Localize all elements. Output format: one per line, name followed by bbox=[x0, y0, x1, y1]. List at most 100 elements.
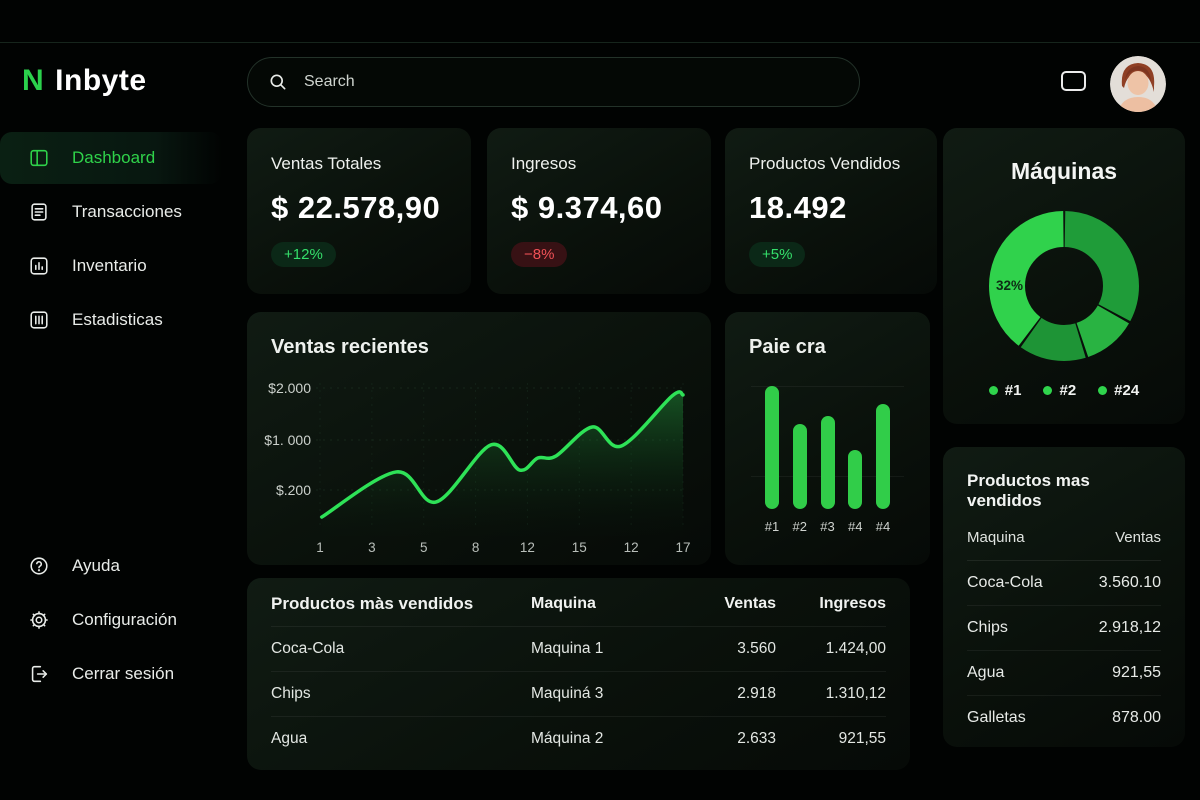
inventory-icon bbox=[30, 257, 48, 275]
table-cell: 921,55 bbox=[838, 730, 886, 747]
sidebar-item-dashboard[interactable]: Dashboard bbox=[0, 132, 222, 184]
app-logo: N Inbyte bbox=[22, 64, 147, 98]
legend-label: #2 bbox=[1059, 382, 1077, 399]
sidebar-item-label: Configuración bbox=[72, 610, 177, 629]
sales-table-card: Productos màs vendidos Maquina Ventas Ingre… bbox=[247, 578, 910, 770]
sidebar-item-cerrar-sesion[interactable]: Cerrar sesión bbox=[0, 648, 222, 700]
kpi-title: Productos Vendidos bbox=[749, 154, 901, 173]
legend-item: #24 bbox=[1098, 382, 1139, 399]
search-bar[interactable] bbox=[247, 57, 860, 107]
legend-dot-icon bbox=[1043, 386, 1053, 395]
y-tick-label: $.200 bbox=[276, 482, 311, 498]
table-row: Agua Máquina 2 2.633 921,55 bbox=[271, 716, 886, 761]
panel-row: Coca-Cola 3.560.10 bbox=[967, 561, 1161, 606]
sidebar-footer-nav: Ayuda Configuración Cerrar sesión bbox=[0, 540, 230, 700]
transactions-icon bbox=[31, 203, 47, 221]
bar-label: #3 bbox=[820, 519, 835, 534]
bar bbox=[765, 386, 779, 509]
y-tick-label: $1. 000 bbox=[264, 432, 311, 448]
table-cell: 2.918 bbox=[737, 685, 776, 702]
sidebar-nav: Dashboard Transacciones Inventario Estad… bbox=[0, 132, 230, 346]
search-icon bbox=[270, 74, 286, 90]
sidebar-item-label: Ayuda bbox=[72, 556, 120, 575]
kpi-delta-badge: +12% bbox=[271, 242, 336, 267]
table-cell: Maquiná 3 bbox=[531, 685, 604, 702]
product-name: Coca-Cola bbox=[967, 574, 1043, 591]
avatar-illustration bbox=[1110, 56, 1166, 112]
legend-item: #2 bbox=[1043, 382, 1076, 399]
logo-mark: N bbox=[22, 64, 45, 97]
x-tick-label: 8 bbox=[472, 540, 480, 555]
table-header-cell: Maquina bbox=[531, 595, 596, 612]
kpi-delta-badge: +5% bbox=[749, 242, 806, 267]
window-restore-icon[interactable] bbox=[1061, 71, 1086, 91]
table-header-cell: Productos màs vendidos bbox=[271, 594, 474, 613]
line-series bbox=[320, 390, 685, 519]
line-chart-title: Ventas recientes bbox=[271, 336, 429, 358]
legend-item: #1 bbox=[988, 382, 1022, 399]
bar-column: #2 bbox=[789, 386, 811, 534]
x-tick-label: 12 bbox=[624, 540, 639, 555]
product-sales: 921,55 bbox=[1112, 664, 1161, 681]
bar-column: #4 bbox=[872, 386, 894, 534]
search-input[interactable] bbox=[302, 72, 839, 92]
sidebar-item-estadisticas[interactable]: Estadisticas bbox=[0, 294, 222, 346]
sidebar-item-transacciones[interactable]: Transacciones bbox=[0, 186, 222, 238]
bar-chart-title: Paie cra bbox=[749, 336, 826, 358]
legend-dot-icon bbox=[988, 386, 998, 395]
x-tick-label: 12 bbox=[520, 540, 535, 555]
table-row: Coca-Cola Maquina 1 3.560 1.424,00 bbox=[271, 626, 886, 671]
bar bbox=[848, 449, 863, 509]
bar-column: #4 bbox=[844, 386, 866, 534]
bar-label: #4 bbox=[848, 519, 863, 534]
header-divider bbox=[0, 42, 1200, 43]
panel-row: Chips 2.918,12 bbox=[967, 606, 1161, 651]
kpi-value: 18.492 bbox=[749, 190, 847, 225]
x-tick-label: 1 bbox=[316, 540, 324, 555]
panel-column-headers: Maquina Ventas bbox=[967, 529, 1161, 561]
bar-column: #1 bbox=[761, 386, 783, 534]
kpi-card-ingresos: Ingresos $ 9.374,60 −8% bbox=[487, 128, 711, 294]
sidebar-item-ayuda[interactable]: Ayuda bbox=[0, 540, 222, 592]
table-header-cell: Ventas bbox=[724, 595, 776, 612]
bar-chart: #1 #2 #3 #4 #4 bbox=[761, 386, 894, 534]
product-name: Agua bbox=[967, 664, 1005, 681]
sidebar-item-inventario[interactable]: Inventario bbox=[0, 240, 222, 292]
logout-icon bbox=[31, 665, 48, 683]
legend-label: #1 bbox=[1004, 382, 1022, 399]
line-chart: $2.000 $1. 000 $.200 1 3 5 8 12 15 12 17 bbox=[264, 378, 691, 555]
sidebar-item-label: Inventario bbox=[72, 256, 147, 275]
table-cell: Maquina 1 bbox=[531, 640, 604, 657]
settings-icon bbox=[30, 611, 48, 629]
sidebar-item-label: Transacciones bbox=[72, 202, 182, 221]
panel-col-ventas: Ventas bbox=[1115, 529, 1161, 546]
table-cell: Coca-Cola bbox=[271, 640, 345, 657]
avatar[interactable] bbox=[1110, 56, 1166, 112]
donut-legend: #1 #2 #24 bbox=[943, 382, 1185, 399]
bar-chart-card: Paie cra #1 #2 #3 #4 #4 bbox=[725, 312, 930, 565]
sidebar-item-label: Dashboard bbox=[72, 148, 156, 167]
kpi-card-ventas-totales: Ventas Totales $ 22.578,90 +12% bbox=[247, 128, 471, 294]
table-cell: Máquina 2 bbox=[531, 730, 604, 747]
bar bbox=[820, 415, 835, 509]
product-name: Galletas bbox=[967, 709, 1026, 726]
y-tick-label: $2.000 bbox=[268, 380, 311, 396]
kpi-value: $ 22.578,90 bbox=[271, 190, 441, 225]
panel-rows: Coca-Cola 3.560.10 Chips 2.918,12 Agua 921,55… bbox=[967, 561, 1161, 740]
table-cell: 3.560 bbox=[737, 640, 776, 657]
help-icon bbox=[30, 557, 48, 575]
bar bbox=[876, 404, 890, 509]
sidebar-item-configuracion[interactable]: Configuración bbox=[0, 594, 222, 646]
donut-svg bbox=[989, 211, 1139, 361]
bar-gridline bbox=[751, 386, 904, 387]
panel-row: Agua 921,55 bbox=[967, 651, 1161, 696]
legend-label: #24 bbox=[1114, 382, 1140, 399]
donut-segment bbox=[989, 211, 1139, 361]
donut-chart: 32% bbox=[984, 206, 1144, 366]
product-sales: 878.00 bbox=[1112, 709, 1161, 726]
bar bbox=[792, 424, 807, 509]
recent-sales-line-card: Ventas recientes $2.000 $1. 000 $.200 1 3 5 8 1… bbox=[247, 312, 711, 565]
kpi-title: Ingresos bbox=[511, 154, 577, 173]
kpi-title: Ventas Totales bbox=[271, 154, 382, 173]
sales-table: Productos màs vendidos Maquina Ventas Ingre… bbox=[271, 582, 886, 761]
